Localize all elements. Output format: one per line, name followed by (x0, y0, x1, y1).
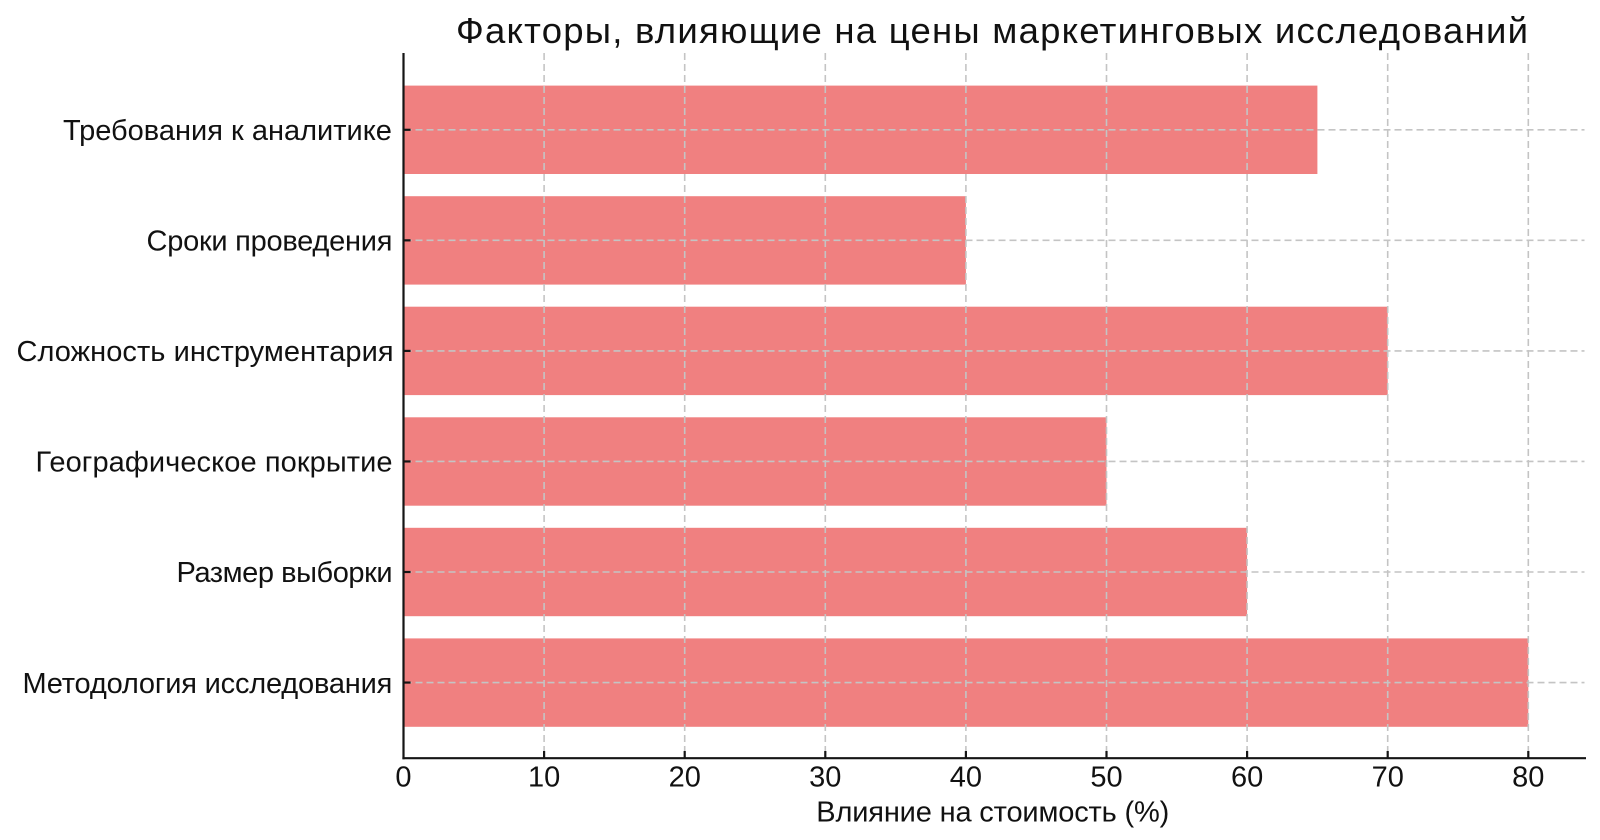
svg-text:70: 70 (1372, 762, 1404, 794)
svg-text:Сложность инструментария: Сложность инструментария (17, 336, 394, 368)
svg-text:0: 0 (395, 762, 411, 794)
svg-text:10: 10 (528, 762, 560, 794)
svg-text:Методология исследования: Методология исследования (23, 668, 393, 700)
svg-text:30: 30 (809, 762, 841, 794)
svg-text:Географическое покрытие: Географическое покрытие (36, 447, 393, 479)
svg-text:Размер выборки: Размер выборки (177, 557, 393, 589)
svg-text:40: 40 (950, 762, 982, 794)
svg-text:50: 50 (1090, 762, 1122, 794)
svg-text:Сроки проведения: Сроки проведения (147, 226, 393, 258)
svg-text:60: 60 (1231, 762, 1263, 794)
svg-text:Влияние на стоимость (%): Влияние на стоимость (%) (816, 796, 1169, 828)
svg-text:Требования к аналитике: Требования к аналитике (63, 115, 392, 147)
svg-text:Факторы, влияющие на цены марк: Факторы, влияющие на цены маркетинговых … (456, 10, 1529, 51)
svg-text:80: 80 (1512, 762, 1544, 794)
svg-text:20: 20 (669, 762, 701, 794)
